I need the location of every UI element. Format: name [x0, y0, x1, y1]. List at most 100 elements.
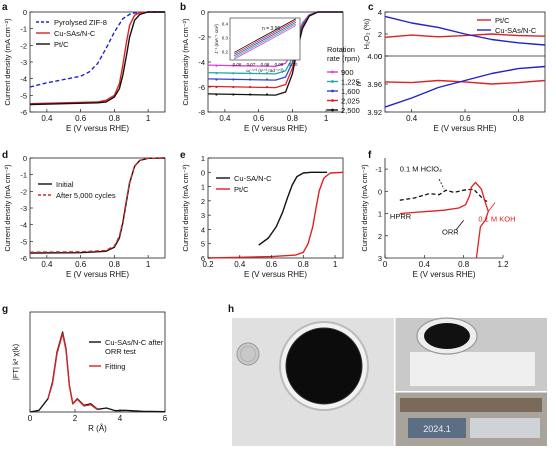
x-tick-label-b: 0.6 — [253, 114, 265, 123]
series-line-c-top — [384, 33, 546, 38]
inset-y-tick-label: 0.4 — [222, 22, 229, 27]
legend-entry: Pt/C — [495, 16, 510, 25]
plot-frame-e — [207, 157, 344, 259]
legend-entry: Cu-SA/N-C — [234, 174, 272, 183]
x-tick-label-f: 0.4 — [419, 260, 431, 269]
legend-marker — [331, 70, 334, 74]
inset-line-b — [234, 21, 296, 57]
legend-entry: Cu-SAs/N-C — [495, 26, 537, 35]
y-tick-label-c: 2 — [378, 30, 382, 39]
series-marker-b — [215, 93, 218, 96]
inset-line-b — [234, 25, 296, 60]
x-tick-label-d: 0.4 — [41, 260, 53, 269]
x-axis-label-b: E (V versus RHE) — [244, 124, 307, 133]
series-marker-b — [232, 93, 235, 96]
series-line-e — [207, 171, 344, 259]
y-tick-label-a: 0 — [23, 8, 27, 17]
coin-rim — [240, 346, 256, 362]
x-tick-label-a: 0.4 — [41, 114, 53, 123]
y-tick-label-a: -4 — [20, 75, 27, 84]
series-line-d — [29, 157, 166, 254]
y-tick-label-f: -1 — [375, 165, 382, 174]
series-marker-b — [265, 64, 269, 67]
y-tick-label-c: 0 — [378, 52, 382, 61]
y-tick-label-b: -6 — [198, 83, 205, 92]
legend-marker — [331, 99, 334, 102]
panel-letter-d: d — [2, 150, 8, 161]
legend-title-b: rate (rpm) — [327, 54, 360, 63]
panel-letter-c: c — [368, 2, 374, 13]
annotation-orr-f: ORR — [442, 228, 459, 237]
y-tick-label-c: 3.92 — [367, 108, 382, 117]
annotation-arrow-f — [438, 178, 445, 190]
series-marker-b — [249, 85, 252, 89]
series-marker-b — [215, 64, 218, 67]
series-marker-b — [249, 78, 252, 81]
panel-letter-h: h — [228, 304, 234, 315]
series-marker-b — [265, 72, 269, 75]
legend-entry: 1,600 — [341, 87, 360, 96]
series-line-f — [399, 181, 489, 259]
annotation-hprr-f: HPRR — [390, 212, 412, 221]
series-marker-b — [249, 64, 252, 67]
y-tick-label-b: -4 — [198, 58, 205, 67]
x-tick-label-c: 0.6 — [459, 114, 471, 123]
x-tick-label-d: 0.6 — [75, 260, 87, 269]
y-tick-label-d: -4 — [20, 221, 27, 230]
y-axis-label-e: Current density (mA cm⁻²) — [181, 164, 190, 252]
x-tick-label-a: 0.8 — [109, 114, 121, 123]
black-powder — [286, 328, 362, 404]
hotplate-top — [410, 352, 535, 386]
x-tick-label-f: 0 — [383, 260, 388, 269]
inset-annotation: n = 3.96 — [262, 26, 280, 32]
photo-divider — [394, 318, 396, 446]
y-tick-label-c: 3.96 — [367, 80, 382, 89]
y-tick-label-e: 1 — [201, 183, 205, 192]
y-axis-label-d: Current density (mA cm⁻²) — [3, 164, 12, 252]
x-axis-label-g: R (Å) — [88, 424, 107, 433]
y-tick-label-e: 5 — [201, 240, 205, 249]
x-tick-label-b: 0.8 — [287, 114, 299, 123]
x-tick-label-b: 1 — [324, 114, 329, 123]
annotation-acid-f: 0.1 M HClO₄ — [400, 164, 442, 173]
inset-line-b — [234, 23, 296, 58]
y-tick-label-f: 3 — [378, 254, 382, 263]
legend-entry: ORR test — [105, 347, 137, 356]
series-marker-b — [215, 85, 218, 89]
legend-entry: Cu-SAs/N-C after — [105, 338, 164, 347]
x-tick-label-f: 1.2 — [497, 260, 509, 269]
x-axis-label-a: E (V versus RHE) — [66, 124, 129, 133]
y-tick-label-b: -2 — [198, 33, 205, 42]
x-axis-label-e: E (V versus RHE) — [244, 270, 307, 279]
x-tick-label-c: 0.4 — [406, 114, 418, 123]
panel-letter-a: a — [2, 2, 8, 13]
series-marker-b — [265, 93, 269, 96]
x-tick-label-g: 4 — [118, 414, 123, 423]
panel-letter-b: b — [180, 2, 186, 13]
plot-frame-d — [29, 157, 166, 259]
inset-line-b — [234, 18, 296, 53]
x-tick-label-e: 0.6 — [266, 260, 278, 269]
y-tick-label-e: 1 — [201, 154, 205, 163]
x-tick-label-a: 1 — [146, 114, 151, 123]
legend-marker — [331, 89, 334, 93]
series-line-e — [258, 171, 328, 246]
panel-letter-f: f — [368, 150, 372, 161]
balance-panel — [470, 418, 540, 438]
series-line-c-top — [384, 15, 546, 46]
y-tick-label-b: -8 — [198, 108, 205, 117]
legend-entry: Cu-SAs/N-C — [54, 29, 96, 38]
inset-x-tick-label: 0.07 — [247, 62, 256, 67]
y-axis-label-b: Current density (mA cm⁻²) — [181, 18, 190, 106]
inset-y-tick-label: 0.2 — [222, 50, 229, 55]
balance-readout: 2024.1 — [423, 424, 451, 434]
x-tick-label-b: 0.4 — [219, 114, 231, 123]
annotation-base-f: 0.1 M KOH — [478, 214, 515, 223]
inset-y-label: J⁻¹ (mA⁻¹ cm²) — [214, 24, 219, 54]
inset-x-tick-label: 0.09 — [275, 62, 284, 67]
x-tick-label-d: 0.8 — [109, 260, 121, 269]
y-tick-label-a: -2 — [20, 41, 27, 50]
y-tick-label-d: 0 — [23, 154, 27, 163]
series-marker-b — [249, 72, 252, 75]
